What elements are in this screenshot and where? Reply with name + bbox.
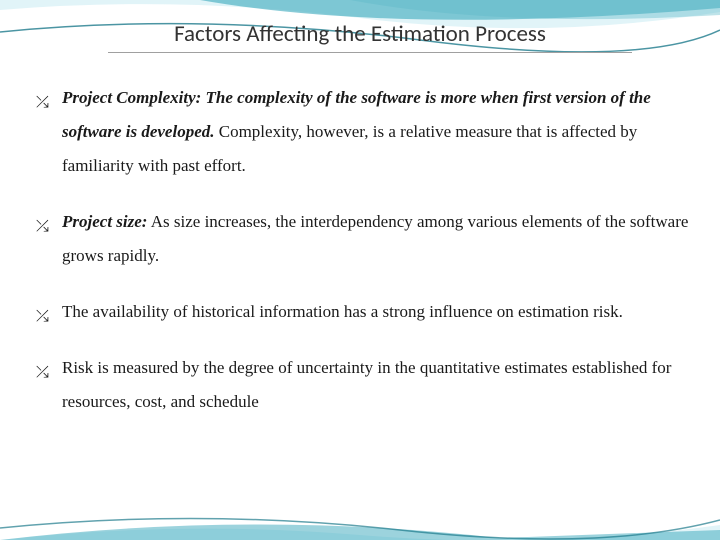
- list-item: ⤰ Risk is measured by the degree of unce…: [36, 351, 692, 419]
- title-underline: [108, 52, 632, 53]
- bullet-lead: Project size:: [62, 212, 147, 231]
- bullet-icon: ⤰: [36, 211, 49, 243]
- bullet-rest: As size increases, the interdependency a…: [62, 212, 688, 265]
- bullet-rest: The availability of historical informati…: [62, 302, 623, 321]
- slide-content: Factors Affecting the Estimation Process…: [0, 0, 720, 461]
- bullet-icon: ⤰: [36, 357, 49, 389]
- bullet-rest: Risk is measured by the degree of uncert…: [62, 358, 671, 411]
- bullet-icon: ⤰: [36, 87, 49, 119]
- list-item: ⤰ Project Complexity: The complexity of …: [36, 81, 692, 183]
- slide-title: Factors Affecting the Estimation Process: [68, 20, 652, 48]
- list-item: ⤰ The availability of historical informa…: [36, 295, 692, 329]
- bullet-icon: ⤰: [36, 301, 49, 333]
- list-item: ⤰ Project size: As size increases, the i…: [36, 205, 692, 273]
- bullet-list: ⤰ Project Complexity: The complexity of …: [28, 81, 692, 419]
